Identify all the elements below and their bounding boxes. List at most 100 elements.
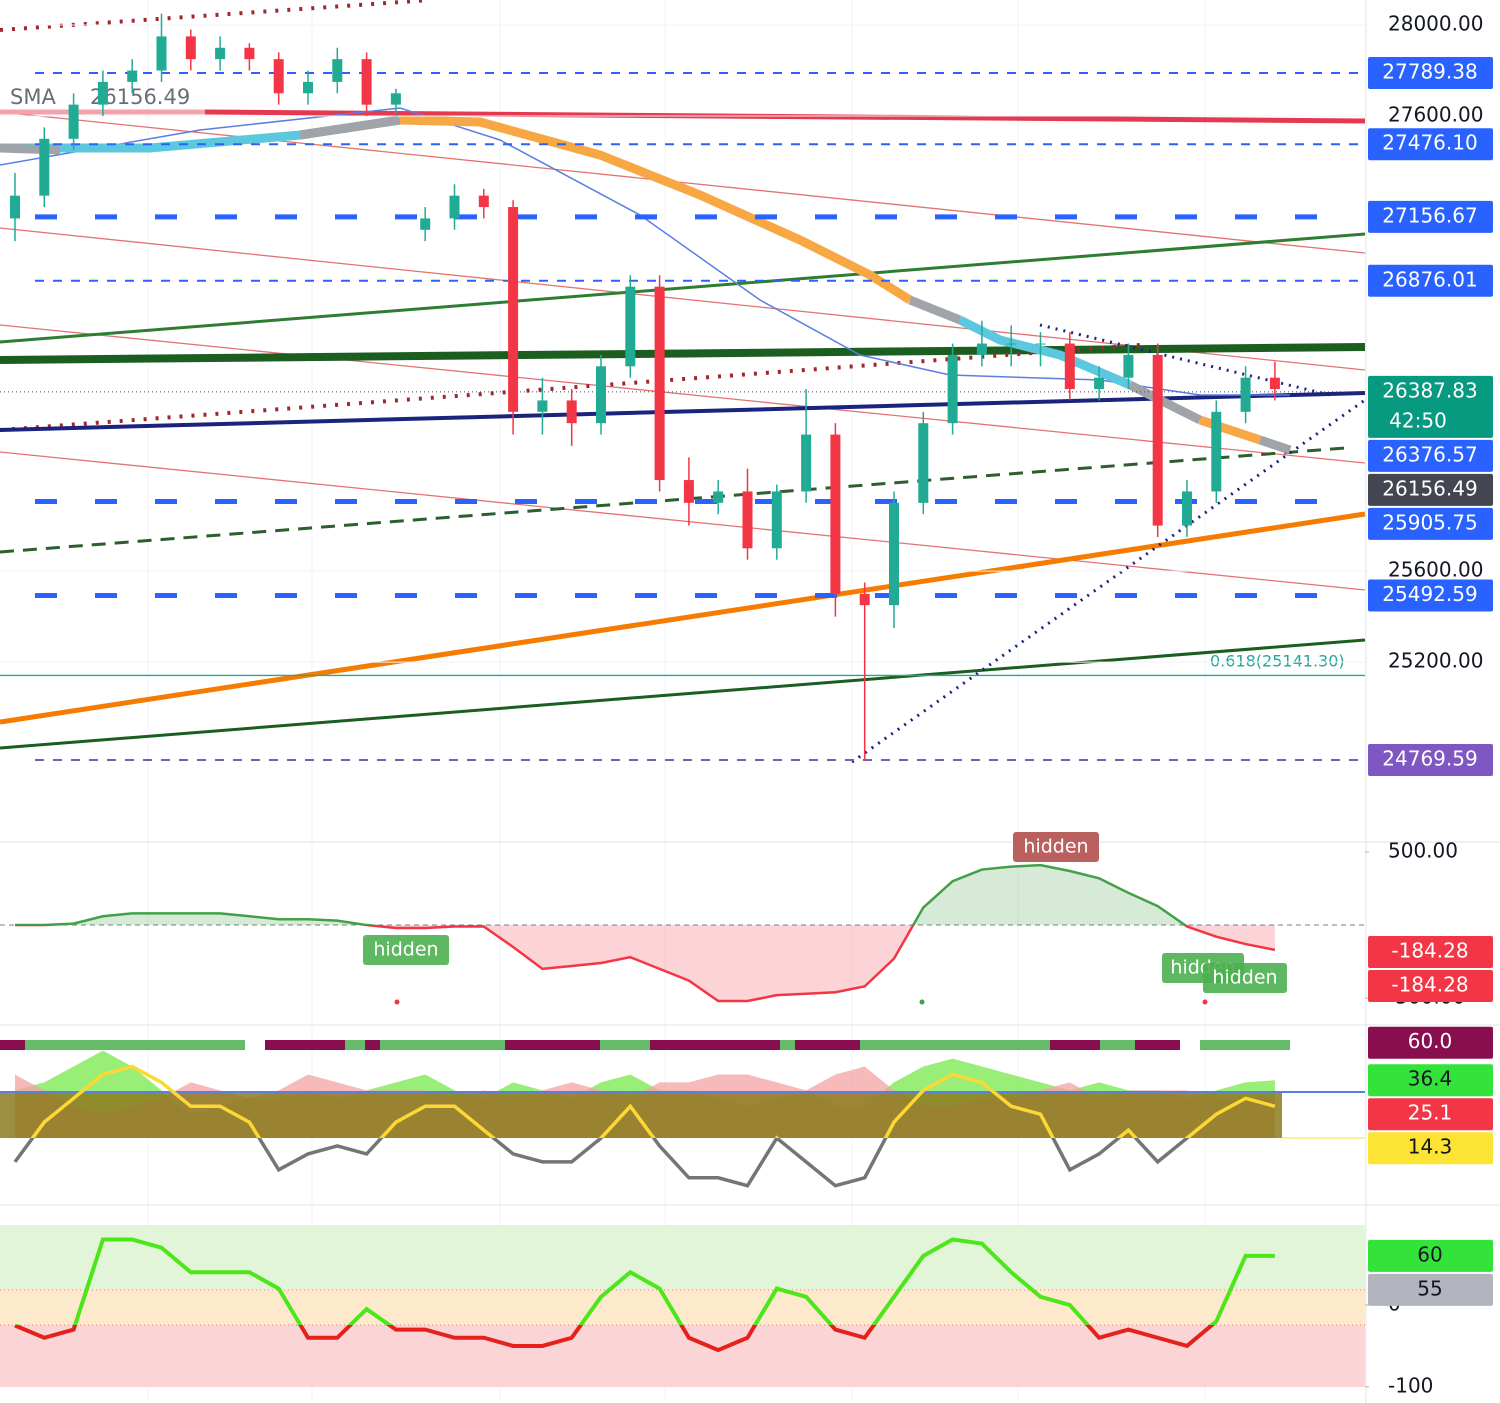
candle-body — [801, 434, 812, 492]
candle-body — [478, 195, 489, 208]
candle-body — [654, 286, 665, 481]
candle-body — [1006, 343, 1017, 345]
price-tag-label: 25492.59 — [1382, 582, 1477, 606]
candle-body — [976, 343, 987, 355]
candle-body — [10, 195, 20, 219]
candle-body — [1094, 377, 1105, 390]
price-tag-label: -184.28 — [1391, 938, 1468, 962]
annotation: hidden — [1212, 967, 1277, 989]
candle-body — [1211, 411, 1222, 492]
candle-body — [1269, 377, 1280, 390]
price-tag — [1368, 1098, 1493, 1131]
price-tag-label: 25905.75 — [1382, 510, 1477, 534]
price-tag-label: 25.1 — [1408, 1101, 1453, 1125]
annotation-box — [1013, 832, 1099, 862]
osc-band — [0, 1092, 1282, 1139]
price-tag — [1368, 1064, 1493, 1097]
line-series — [15, 1237, 1275, 1325]
candle-body — [303, 81, 313, 94]
annotation: hidden — [1023, 836, 1088, 858]
price-tag — [1368, 1026, 1493, 1059]
candle-body — [1182, 491, 1192, 526]
area-line — [15, 925, 1276, 1003]
y-tick-label: 28000.00 — [1388, 12, 1483, 36]
price-tag — [1368, 1132, 1493, 1165]
candle-body — [742, 491, 753, 549]
candle-body — [1123, 354, 1134, 378]
area-fill — [45, 865, 1185, 925]
candle-body — [68, 104, 79, 139]
candle-body — [215, 47, 226, 60]
price-tag — [1368, 507, 1493, 540]
candle-body — [625, 286, 636, 367]
price-tag — [1368, 579, 1493, 612]
price-tag — [1368, 375, 1493, 438]
candle-body — [244, 47, 255, 60]
candle-body — [889, 502, 899, 606]
candle-body — [566, 400, 577, 424]
candle-body — [156, 36, 167, 71]
price-tag-label: 26876.01 — [1382, 267, 1477, 291]
pane4-background — [0, 1225, 1365, 1387]
price-tag-sublabel: 42:50 — [1389, 408, 1447, 432]
y-tick-label: -100 — [1388, 1373, 1433, 1397]
candle-body — [1064, 343, 1075, 390]
candle-body — [420, 218, 431, 230]
candle-body — [39, 138, 50, 196]
price-tag-label: 27476.10 — [1382, 131, 1477, 155]
price-tag — [1368, 128, 1493, 161]
price-tag — [1368, 969, 1493, 1002]
candle-body — [947, 354, 958, 424]
price-tag-label: 24769.59 — [1382, 747, 1477, 771]
area-line — [15, 863, 1188, 925]
price-tag — [1368, 200, 1493, 233]
vertical-grid — [147, 0, 1206, 1400]
osc-line — [30, 1064, 1276, 1138]
price-tag — [1368, 1273, 1493, 1306]
y-tick-label: 27600.00 — [1388, 103, 1483, 127]
price-tag-label: 26387.83 — [1382, 378, 1477, 402]
annotation-box — [1203, 963, 1287, 993]
price-tag-label: 60 — [1417, 1242, 1442, 1266]
price-tag-label: 36.4 — [1408, 1067, 1453, 1091]
price-tag-label: 26376.57 — [1382, 442, 1477, 466]
price-tag-label: -184.28 — [1391, 972, 1468, 996]
candle-body — [859, 593, 870, 606]
pane2-zero-line — [0, 924, 1365, 1005]
candle-body — [273, 59, 284, 94]
candle-body — [1240, 377, 1251, 412]
osc-line — [13, 1138, 1190, 1188]
y-tick-label: 500.00 — [1388, 839, 1458, 863]
candle-body — [332, 59, 343, 82]
candle-body — [127, 70, 138, 82]
candle-body — [771, 491, 782, 549]
y-tick-label: 25600.00 — [1388, 558, 1483, 582]
price-tag-label: 26156.49 — [1382, 476, 1477, 500]
candle-body — [918, 423, 929, 503]
price-tag — [1368, 744, 1493, 777]
candle-body — [449, 195, 460, 219]
candle-body — [185, 36, 196, 60]
candle-body — [390, 93, 401, 105]
price-tag-label: 27789.38 — [1382, 59, 1477, 83]
price-tag-label: 27156.67 — [1382, 203, 1477, 227]
candle-body — [1152, 354, 1163, 526]
trend-lines — [0, 0, 1366, 764]
price-tag-label: 60.0 — [1408, 1029, 1453, 1053]
price-tag-label: 14.3 — [1408, 1135, 1453, 1159]
price-tag — [1368, 935, 1493, 968]
candle-body — [596, 366, 606, 424]
price-tag — [1368, 56, 1493, 89]
candle-body — [361, 59, 372, 105]
candle-body — [683, 480, 694, 503]
price-tag — [1368, 1239, 1493, 1272]
price-tag — [1368, 439, 1493, 472]
candle-body — [713, 491, 724, 503]
annotation-box — [363, 935, 449, 965]
candle-body — [508, 207, 519, 412]
fib-label: 0.618(25141.30) — [1210, 652, 1345, 671]
candle-body — [1035, 343, 1046, 345]
sma-label: SMA — [10, 85, 56, 109]
candle-body — [830, 434, 841, 594]
